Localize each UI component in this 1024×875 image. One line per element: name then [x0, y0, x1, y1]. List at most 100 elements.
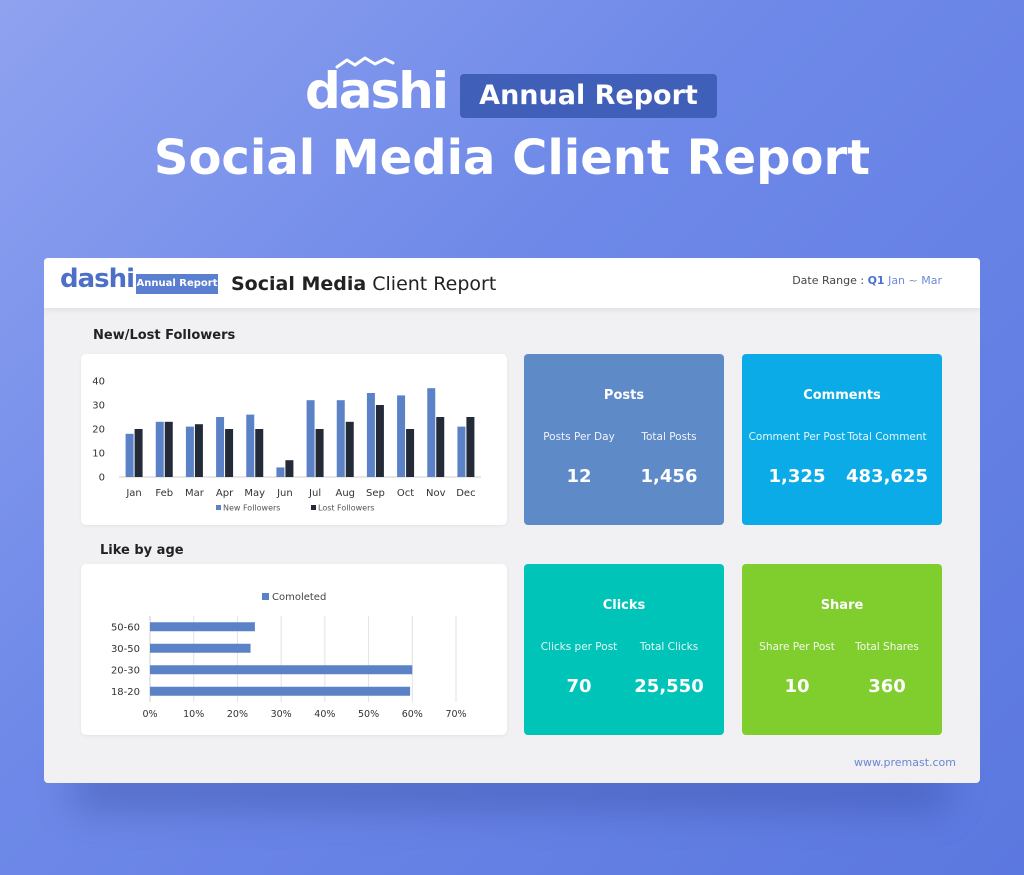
x-tick-label: Aug — [335, 488, 355, 499]
y-tick-label: 50-60 — [111, 622, 140, 633]
x-tick-label: Oct — [397, 488, 414, 499]
total-shares-label: Total Shares — [855, 641, 919, 653]
bar-age-likes — [150, 665, 413, 675]
comments-title: Comments — [803, 388, 881, 403]
bar-age-likes — [150, 622, 255, 632]
total-posts-label: Total Posts — [641, 431, 697, 443]
legend-label: New Followers — [223, 504, 280, 513]
hero-logo: dashi — [305, 56, 449, 120]
x-tick-label: 50% — [358, 709, 379, 720]
bar-new-followers — [306, 400, 315, 477]
footer-url[interactable]: www.premast.com — [854, 756, 956, 769]
x-tick-label: Feb — [155, 488, 173, 499]
bar-new-followers — [276, 467, 285, 477]
slide-badge: Annual Report — [136, 274, 218, 294]
hero-badge: Annual Report — [460, 74, 717, 118]
followers-chart: 0 10 20 30 40 Jan Feb Mar Apr May Jun Jul Aug Sep Oct N… — [92, 377, 481, 513]
total-posts-value: 1,456 — [640, 466, 698, 487]
bar-lost-followers — [225, 429, 234, 477]
posts-tile: Posts Posts Per Day Total Posts 12 1,456 — [524, 354, 724, 525]
share-per-post-value: 10 — [784, 676, 810, 697]
bar-lost-followers — [194, 424, 203, 477]
share-tile: Share Share Per Post Total Shares 10 360 — [742, 564, 942, 735]
date-range: Date Range : Q1 Jan ~ Mar — [792, 274, 942, 287]
bar-lost-followers — [164, 421, 173, 477]
bar-lost-followers — [315, 429, 324, 477]
slide-header: dashi Annual Report Social Media Client … — [44, 258, 980, 308]
age-section-title: Like by age — [100, 543, 184, 558]
bar-new-followers — [457, 426, 466, 477]
legend-swatch — [216, 505, 221, 510]
hero-logo-text: dashi — [305, 62, 449, 120]
posts-per-day-label: Posts Per Day — [543, 431, 615, 443]
y-tick-label: 40 — [92, 377, 105, 388]
slide-title-rest: Client Report — [366, 273, 497, 295]
y-tick-label: 20-30 — [111, 665, 140, 676]
y-tick-label: 30-50 — [111, 644, 140, 655]
clicks-tile: Clicks Clicks per Post Total Clicks 70 2… — [524, 564, 724, 735]
legend-swatch — [262, 593, 269, 600]
hero-title: Social Media Client Report — [153, 130, 871, 186]
bar-new-followers — [427, 388, 436, 477]
bar-new-followers — [155, 421, 164, 477]
bar-lost-followers — [436, 417, 445, 477]
total-comment-value: 483,625 — [846, 466, 928, 487]
y-tick-label: 30 — [92, 401, 105, 412]
bar-new-followers — [125, 433, 134, 477]
bar-lost-followers — [134, 429, 143, 477]
share-title: Share — [820, 598, 864, 613]
x-tick-label: Jun — [276, 488, 293, 499]
report-slide: dashi Annual Report Social Media Client … — [44, 258, 980, 783]
x-tick-label: Jan — [125, 488, 141, 499]
bar-new-followers — [336, 400, 345, 477]
bar-lost-followers — [375, 405, 384, 477]
bar-new-followers — [216, 417, 225, 477]
bar-age-likes — [150, 686, 411, 696]
legend-swatch — [311, 505, 316, 510]
x-tick-label: 20% — [227, 709, 248, 720]
x-tick-label: 30% — [271, 709, 292, 720]
total-clicks-label: Total Clicks — [639, 641, 699, 653]
age-chart: 0% 10% 20% 30% 40% 50% 60% 70% 50-60 30-50 20-30 18… — [111, 592, 467, 720]
followers-section-title: New/Lost Followers — [93, 328, 236, 343]
date-range-quarter: Q1 — [867, 274, 885, 287]
age-chart-card: 0% 10% 20% 30% 40% 50% 60% 70% 50-60 30-50 20-30 18… — [81, 564, 507, 735]
total-shares-value: 360 — [868, 676, 906, 697]
bar-age-likes — [150, 643, 251, 653]
slide-logo: dashi — [60, 264, 135, 294]
posts-title: Posts — [603, 388, 645, 403]
x-tick-label: Dec — [456, 488, 475, 499]
bar-lost-followers — [255, 429, 264, 477]
posts-per-day-value: 12 — [566, 466, 592, 487]
x-tick-label: 0% — [142, 709, 157, 720]
bar-new-followers — [397, 395, 406, 477]
x-tick-label: Sep — [366, 488, 385, 499]
clicks-title: Clicks — [602, 598, 646, 613]
x-tick-label: Mar — [185, 488, 205, 499]
clicks-per-post-value: 70 — [566, 676, 592, 697]
x-tick-label: 70% — [445, 709, 466, 720]
total-comment-label: Total Comment — [847, 431, 927, 443]
bar-new-followers — [185, 426, 194, 477]
x-tick-label: Jul — [308, 488, 321, 499]
x-tick-label: May — [244, 488, 265, 499]
x-tick-label: 40% — [314, 709, 335, 720]
logo-wave-icon — [335, 56, 395, 69]
y-tick-label: 18-20 — [111, 687, 140, 698]
comments-tile: Comments Comment Per Post Total Comment … — [742, 354, 942, 525]
share-per-post-label: Share Per Post — [759, 641, 835, 653]
date-range-label: Date Range : — [792, 274, 868, 287]
x-tick-label: 60% — [402, 709, 423, 720]
x-tick-label: 10% — [183, 709, 204, 720]
slide-title: Social Media Client Report — [231, 273, 496, 295]
bar-new-followers — [366, 393, 375, 477]
hero-banner: dashi Annual Report Social Media Client … — [0, 0, 1024, 240]
bar-lost-followers — [406, 429, 415, 477]
x-tick-label: Nov — [426, 488, 446, 499]
date-range-months: Jan ~ Mar — [884, 274, 942, 287]
x-tick-label: Apr — [216, 488, 234, 499]
y-tick-label: 10 — [92, 449, 105, 460]
slide-title-bold: Social Media — [231, 273, 367, 295]
followers-chart-card: 0 10 20 30 40 Jan Feb Mar Apr May Jun Jul Aug Sep Oct N… — [81, 354, 507, 525]
comment-per-post-value: 1,325 — [768, 466, 826, 487]
